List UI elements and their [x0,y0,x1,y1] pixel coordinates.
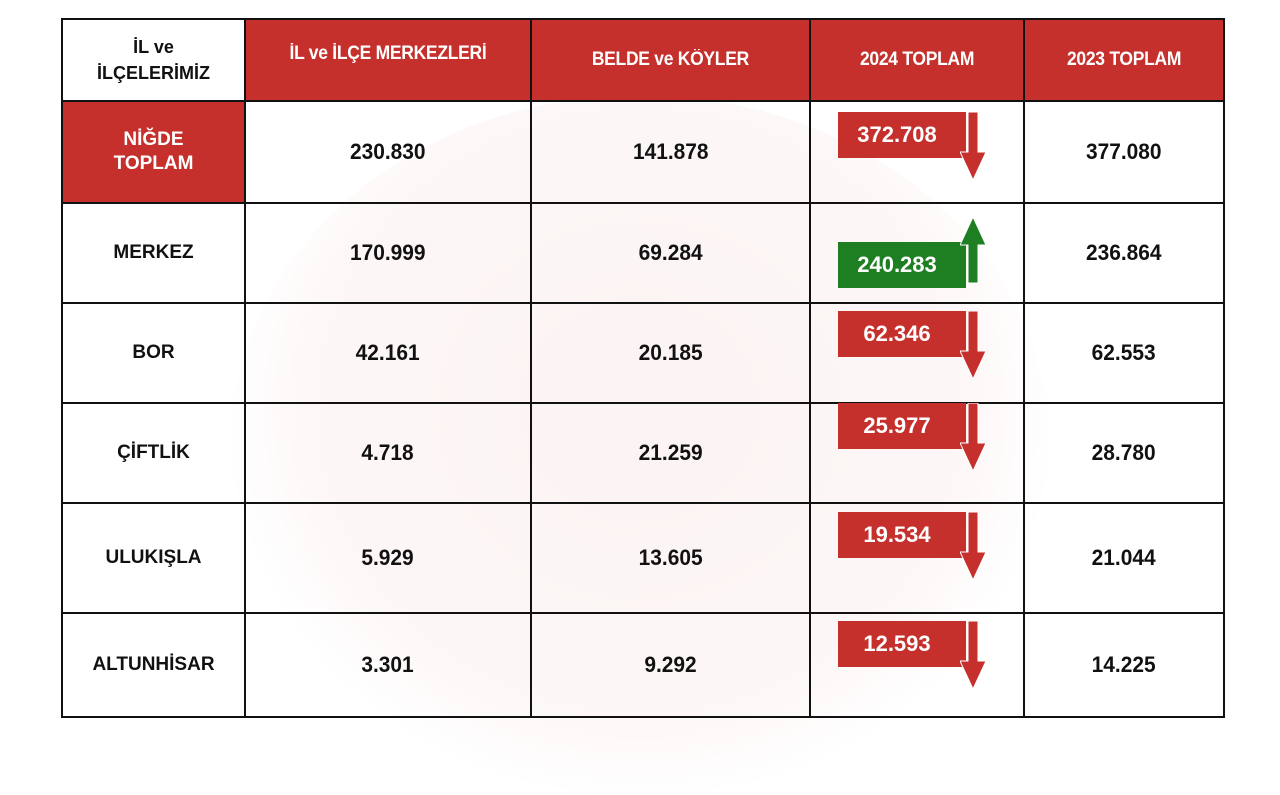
total-2024-badge: 240.283 [838,241,966,288]
value-total-2024: 372.708 [857,121,937,147]
cell-centers: 3.301 [244,612,532,718]
value-total-2024: 19.534 [863,521,931,547]
cell-villages: 13.605 [530,502,811,614]
value-total-2023: 236.864 [1086,240,1162,265]
row-region-name: ALTUNHİSAR [61,612,246,718]
table-row: BOR 42.161 20.185 62.346 62.553 [61,302,1225,404]
cell-total-2024: 372.708 [809,100,1025,204]
row-region-name: NİĞDE TOPLAM [61,100,246,204]
table-row: MERKEZ 170.999 69.284 240.283 236.864 [61,202,1225,304]
value-villages: 69.284 [638,240,703,265]
value-centers: 3.301 [361,652,415,677]
cell-total-2024: 62.346 [809,302,1025,404]
cell-centers: 5.929 [244,502,532,614]
cell-centers: 170.999 [244,202,532,304]
header-region-line2: İLÇELERİMİZ [97,63,210,83]
row-name-line: ÇİFTLİK [117,442,190,463]
value-total-2024: 12.593 [863,630,931,656]
table-row: ALTUNHİSAR 3.301 9.292 12.593 14.225 [61,612,1225,718]
value-total-2023: 62.553 [1092,340,1156,365]
cell-villages: 9.292 [530,612,811,718]
arrow-down-icon [959,111,987,185]
row-name-line: NİĞDE [123,129,184,150]
trend-badge: 62.346 [838,310,987,380]
arrow-down-icon [959,620,987,694]
cell-total-2023: 377.080 [1023,100,1225,204]
trend-badge: 372.708 [838,111,987,181]
cell-villages: 20.185 [530,302,811,404]
cell-total-2023: 62.553 [1023,302,1225,404]
row-name-line: ALTUNHİSAR [92,654,215,675]
value-centers: 170.999 [350,240,426,265]
value-total-2023: 377.080 [1086,139,1162,164]
value-total-2024: 62.346 [863,320,931,346]
value-total-2024: 25.977 [863,412,931,438]
trend-badge: 25.977 [838,402,987,472]
trend-badge: 19.534 [838,511,987,581]
value-villages: 141.878 [632,139,709,164]
cell-centers: 42.161 [244,302,532,404]
table-header-row: İL ve İLÇELERİMİZ İL ve İLÇE MERKEZLERİ … [61,18,1225,102]
population-table: İL ve İLÇELERİMİZ İL ve İLÇE MERKEZLERİ … [61,18,1225,718]
cell-total-2024: 240.283 [809,202,1025,304]
row-region-name: ULUKIŞLA [61,502,246,614]
row-name-line: TOPLAM [113,153,194,174]
cell-total-2023: 236.864 [1023,202,1225,304]
cell-centers: 230.830 [244,100,532,204]
header-centers-label: İL ve İLÇE MERKEZLERİ [289,43,487,64]
cell-total-2023: 14.225 [1023,612,1225,718]
total-2024-badge: 62.346 [838,310,966,357]
table-row: NİĞDE TOPLAM 230.830 141.878 372.708 377.080 [61,100,1225,204]
arrow-up-icon [959,215,987,288]
value-villages: 20.185 [638,340,703,365]
cell-total-2024: 25.977 [809,402,1025,504]
cell-total-2023: 21.044 [1023,502,1225,614]
header-total-2023: 2023 TOPLAM [1023,18,1225,102]
total-2024-badge: 372.708 [838,111,966,158]
total-2024-badge: 19.534 [838,511,966,558]
value-total-2024: 240.283 [857,251,937,277]
row-name-line: ULUKIŞLA [105,547,202,568]
header-villages-label: BELDE ve KÖYLER [591,49,750,70]
cell-total-2024: 12.593 [809,612,1025,718]
value-centers: 230.830 [350,139,426,164]
arrow-down-icon [959,511,987,585]
header-region: İL ve İLÇELERİMİZ [61,18,246,102]
value-centers: 42.161 [356,340,420,365]
arrow-down-icon [959,310,987,384]
header-total-2024-label: 2024 TOPLAM [859,49,975,70]
total-2024-badge: 25.977 [838,402,966,449]
value-total-2023: 14.225 [1092,652,1156,677]
table-row: ÇİFTLİK 4.718 21.259 25.977 28.780 [61,402,1225,504]
value-villages: 21.259 [638,440,703,465]
cell-villages: 141.878 [530,100,811,204]
value-total-2023: 28.780 [1092,440,1156,465]
value-centers: 5.929 [361,545,415,570]
value-villages: 13.605 [638,545,703,570]
cell-villages: 69.284 [530,202,811,304]
header-centers: İL ve İLÇE MERKEZLERİ [244,18,532,102]
cell-centers: 4.718 [244,402,532,504]
value-total-2023: 21.044 [1092,545,1156,570]
header-total-2023-label: 2023 TOPLAM [1066,49,1182,70]
trend-badge: 12.593 [838,620,987,690]
cell-total-2024: 19.534 [809,502,1025,614]
total-2024-badge: 12.593 [838,620,966,667]
row-region-name: MERKEZ [61,202,246,304]
header-region-line1: İL ve [133,37,174,57]
arrow-down-icon [959,402,987,476]
cell-total-2023: 28.780 [1023,402,1225,504]
row-name-line: BOR [132,342,175,363]
cell-villages: 21.259 [530,402,811,504]
table-row: ULUKIŞLA 5.929 13.605 19.534 21.044 [61,502,1225,614]
header-total-2024: 2024 TOPLAM [809,18,1025,102]
trend-badge: 240.283 [838,215,987,288]
row-region-name: BOR [61,302,246,404]
header-villages: BELDE ve KÖYLER [530,18,811,102]
row-region-name: ÇİFTLİK [61,402,246,504]
row-name-line: MERKEZ [113,242,194,263]
value-villages: 9.292 [644,652,697,677]
value-centers: 4.718 [361,440,415,465]
